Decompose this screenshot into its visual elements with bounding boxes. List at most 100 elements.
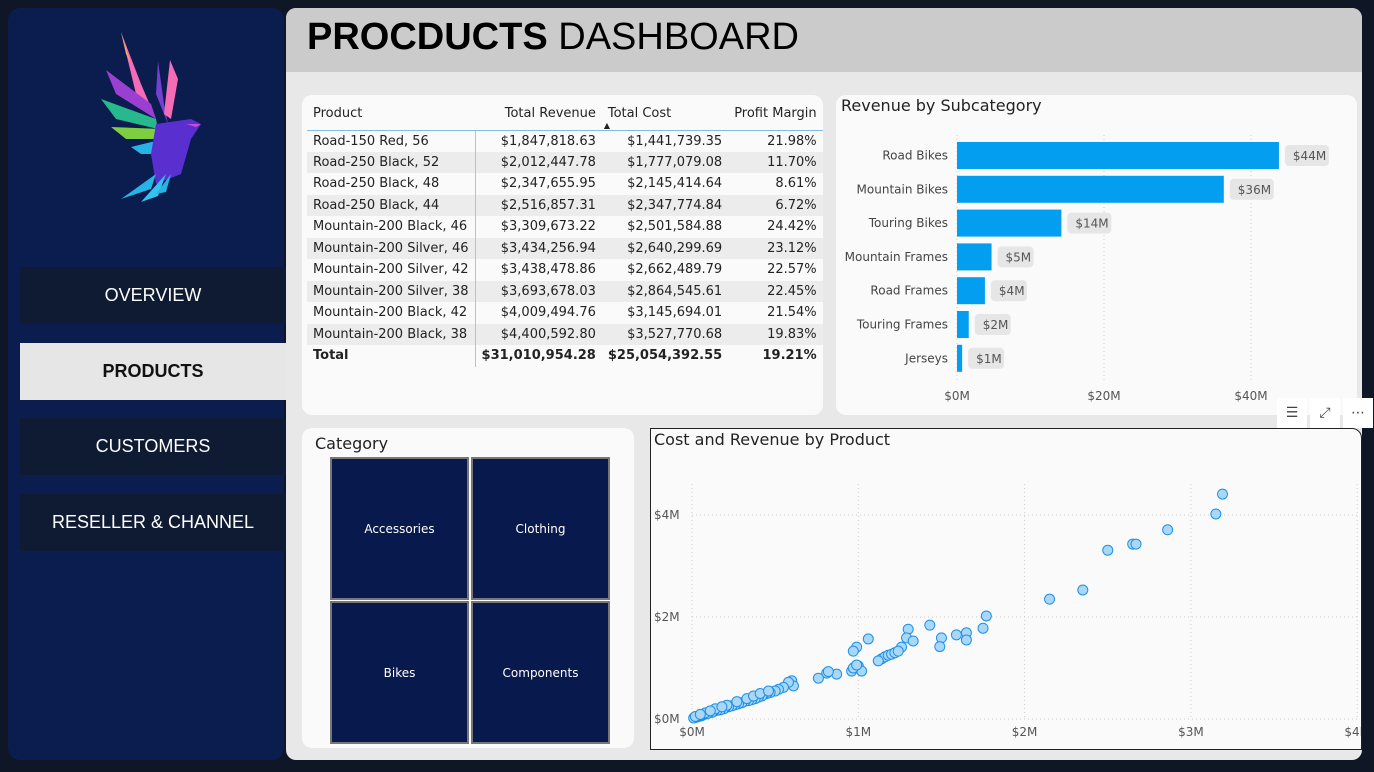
- more-options-icon[interactable]: ⋯: [1343, 398, 1373, 428]
- data-label-bg: [968, 347, 1005, 369]
- x-tick-label: $20M: [1087, 389, 1120, 403]
- nav-overview[interactable]: OVERVIEW: [20, 267, 286, 324]
- data-label: $1M: [976, 352, 1002, 366]
- data-point: [716, 701, 728, 713]
- table-row[interactable]: Mountain-200 Silver, 42 $3,438,478.86 $2,6…: [307, 259, 823, 281]
- tile-label: Accessories: [364, 521, 435, 536]
- bar: [957, 142, 1279, 169]
- data-label: $44M: [1293, 149, 1326, 163]
- data-label-bg: [1067, 212, 1112, 234]
- data-point: [1216, 488, 1228, 500]
- data-label-bg: [1229, 178, 1274, 200]
- data-point: [694, 708, 706, 720]
- table-cell: Total: [307, 345, 476, 367]
- table-cell: 21.98%: [767, 133, 817, 149]
- product-table: Product Total Revenue Total Cost ▲ Profit Ma…: [307, 98, 823, 367]
- table-row[interactable]: Mountain-200 Silver, 38 $3,693,678.03 $2,8…: [307, 280, 823, 302]
- column-header[interactable]: Total Revenue: [475, 98, 602, 131]
- data-label: $14M: [1075, 217, 1108, 231]
- data-point: [822, 666, 834, 678]
- table-cell: $3,693,678.03: [475, 280, 602, 302]
- y-tick-label: $2M: [654, 610, 680, 624]
- nav-label: CUSTOMERS: [95, 436, 211, 456]
- data-point: [812, 672, 824, 684]
- category-label: Road Frames: [870, 284, 948, 298]
- data-point: [1077, 584, 1089, 596]
- data-point: [872, 655, 884, 667]
- table-cell: $2,501,584.88: [627, 219, 723, 235]
- data-point: [980, 610, 992, 622]
- title-bold: PROCDUCTS: [307, 16, 548, 58]
- focus-mode-icon[interactable]: ⤢: [1310, 398, 1340, 428]
- table-cell: $25,054,392.55: [607, 348, 723, 364]
- table-row[interactable]: Mountain-200 Black, 46 $3,309,673.22 $2,50…: [307, 216, 823, 238]
- data-label: $2M: [983, 318, 1009, 332]
- table-cell: $2,347,655.95: [500, 176, 596, 192]
- table-cell: $3,527,770.68: [601, 323, 729, 345]
- table-cell: 11.70%: [728, 151, 823, 173]
- data-point: [862, 633, 874, 645]
- table-cell: Road-250 Black, 44: [307, 194, 476, 216]
- filter-icon[interactable]: ☰: [1277, 398, 1307, 428]
- table-cell: 21.54%: [767, 305, 817, 321]
- data-label-bg: [990, 280, 1027, 302]
- table-row[interactable]: Road-150 Red, 56 $1,847,818.63 $1,441,739.…: [307, 130, 823, 152]
- table-cell: $2,516,857.31: [475, 194, 602, 216]
- data-point: [851, 659, 863, 671]
- tile-label: Components: [502, 665, 579, 680]
- table-row[interactable]: Road-250 Black, 48 $2,347,655.95 $2,145,41…: [307, 173, 823, 195]
- bar: [957, 344, 963, 372]
- tile-components[interactable]: Components: [471, 601, 610, 744]
- y-tick-label: $0M: [654, 712, 680, 726]
- category-label: Road Bikes: [882, 149, 948, 163]
- sort-ascending-icon: ▲: [603, 120, 611, 130]
- table-row[interactable]: Road-250 Black, 44 $2,516,857.31 $2,347,77…: [307, 194, 823, 216]
- x-tick-label: $3M: [1178, 725, 1204, 739]
- revenue-by-subcategory-card: Revenue by Subcategory $0M $20M $40M Road B…: [836, 95, 1357, 415]
- table-cell: Mountain-200 Black, 42: [307, 302, 476, 324]
- data-point: [950, 629, 962, 641]
- nav-label: RESELLER & CHANNEL: [51, 512, 255, 532]
- x-tick-label: $0M: [679, 725, 705, 739]
- table-row[interactable]: Total $31,010,954.28 $25,054,392.55 19.21%: [307, 345, 823, 367]
- tile-bikes[interactable]: Bikes: [330, 601, 469, 744]
- column-header[interactable]: Profit Margin: [728, 98, 823, 131]
- column-header[interactable]: Product: [307, 98, 476, 131]
- table-cell: 8.61%: [775, 176, 817, 192]
- column-header[interactable]: Total Cost ▲: [601, 98, 729, 131]
- scatter-chart: $0M $1M $2M $3M $4M $0M $2M $4M: [654, 484, 1361, 739]
- table-row[interactable]: Mountain-200 Black, 38 $4,400,592.80 $3,52…: [307, 323, 823, 345]
- x-tick-label: $1M: [845, 725, 871, 739]
- table-cell: $4,400,592.80: [475, 323, 602, 345]
- bird-logo: [101, 32, 201, 202]
- tile-label: Bikes: [383, 665, 416, 680]
- table-row[interactable]: Mountain-200 Black, 42 $4,009,494.76 $3,14…: [307, 302, 823, 324]
- scatter-card: Cost and Revenue by Product $0M $1M $2M $3M…: [650, 428, 1362, 750]
- bar: [957, 311, 969, 338]
- nav-customers[interactable]: CUSTOMERS: [20, 418, 286, 475]
- data-point: [907, 635, 919, 647]
- table-cell: $2,662,489.79: [627, 262, 723, 278]
- table-cell: Road-250 Black, 48: [307, 173, 476, 195]
- category-title: Category: [315, 434, 389, 453]
- table-cell: $2,864,545.61: [601, 280, 729, 302]
- table-cell: $2,640,299.69: [601, 237, 729, 259]
- table-cell: Road-150 Red, 56: [307, 130, 476, 152]
- nav-products[interactable]: PRODUCTS: [20, 343, 286, 400]
- table-cell: 24.42%: [767, 219, 817, 235]
- table-cell: $4,009,494.76: [500, 305, 596, 321]
- x-tick-label: $0M: [944, 389, 970, 403]
- table-cell: 22.57%: [767, 262, 817, 278]
- category-label: Touring Frames: [856, 318, 948, 332]
- tile-clothing[interactable]: Clothing: [471, 457, 610, 600]
- table-row[interactable]: Mountain-200 Silver, 46 $3,434,256.94 $2,6…: [307, 237, 823, 259]
- table-row[interactable]: Road-250 Black, 52 $2,012,447.78 $1,777,07…: [307, 151, 823, 173]
- data-point: [1210, 508, 1222, 520]
- tile-label: Clothing: [515, 521, 566, 536]
- nav-reseller-channel[interactable]: RESELLER & CHANNEL: [20, 494, 286, 551]
- tile-accessories[interactable]: Accessories: [330, 457, 469, 600]
- category-label: Mountain Frames: [845, 250, 948, 264]
- data-point: [934, 641, 946, 653]
- data-point: [1130, 538, 1142, 550]
- bar: [957, 277, 985, 305]
